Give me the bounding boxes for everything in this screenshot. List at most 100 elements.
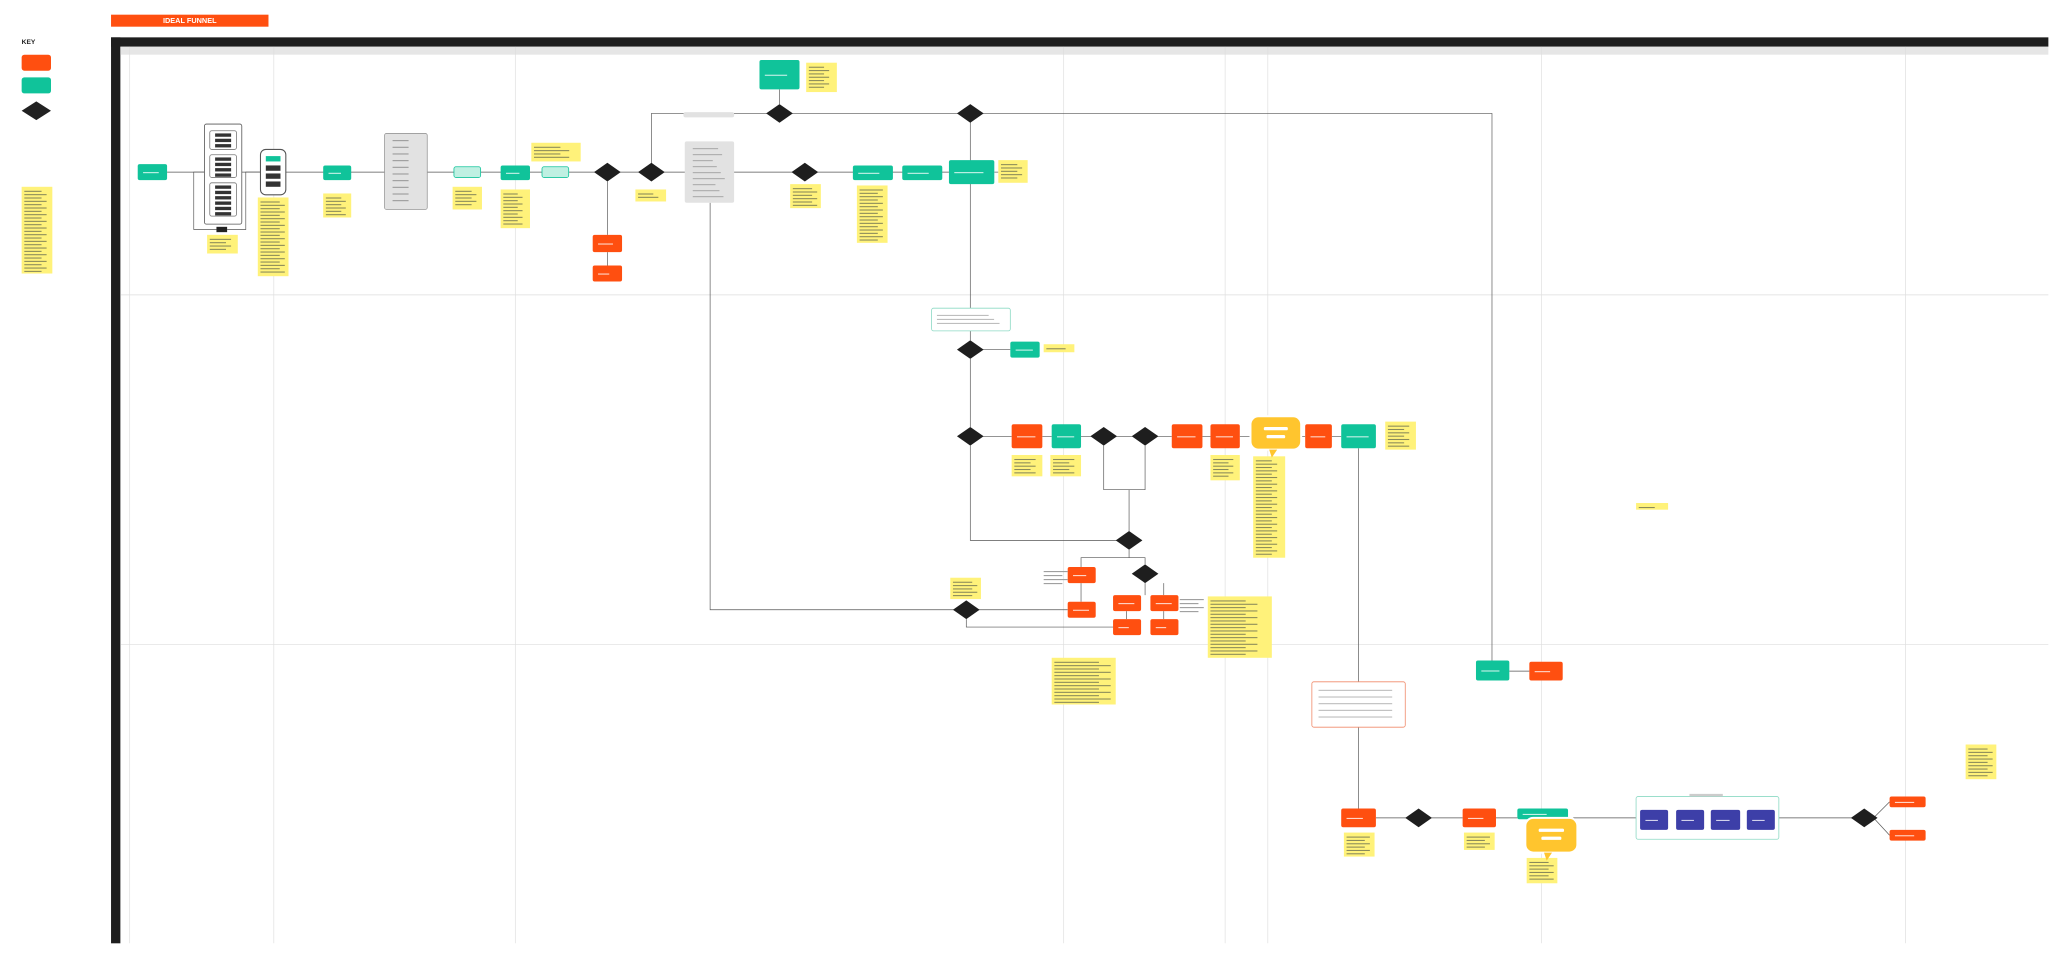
text-line <box>1000 167 1023 169</box>
chat-line <box>1538 828 1565 832</box>
text-line <box>859 216 883 218</box>
text-line <box>533 146 561 148</box>
text-line <box>1053 465 1075 467</box>
text-line <box>1054 698 1111 700</box>
text-line <box>260 208 280 210</box>
text-line <box>455 190 472 192</box>
text-line <box>936 318 995 320</box>
text-line <box>1053 462 1070 464</box>
text-line <box>143 172 159 174</box>
text-line <box>1210 623 1258 625</box>
card-row <box>215 133 232 137</box>
text-line <box>1645 819 1658 821</box>
text-line <box>24 240 47 242</box>
card-row <box>215 212 232 216</box>
text-line <box>1210 607 1246 609</box>
text-line <box>1255 537 1278 539</box>
text-line <box>1968 748 1988 750</box>
text-line <box>392 180 409 182</box>
sticky-note <box>1051 657 1116 705</box>
text-line <box>1255 507 1272 509</box>
text-line <box>859 206 878 208</box>
text-line <box>859 219 878 221</box>
text-line <box>24 200 47 202</box>
text-line <box>24 217 42 219</box>
text-line <box>859 222 883 224</box>
text-line <box>1310 436 1326 438</box>
document <box>684 141 735 203</box>
text-line <box>392 173 409 175</box>
text-line <box>392 153 409 155</box>
text-line <box>260 218 285 220</box>
text-line <box>1346 436 1369 438</box>
text-line <box>503 223 523 225</box>
text-line <box>1118 603 1135 605</box>
text-line <box>1255 487 1272 489</box>
chat-tail <box>1544 852 1553 861</box>
text-line <box>808 73 825 75</box>
text-line <box>1054 661 1099 663</box>
text-line <box>24 207 47 209</box>
text-line <box>24 260 47 262</box>
text-line <box>808 80 825 82</box>
text-line <box>1968 751 1993 753</box>
text-line <box>1213 458 1234 461</box>
card-row <box>215 173 232 177</box>
text-line <box>792 201 813 203</box>
sticky-note <box>257 197 289 277</box>
text-line <box>1968 775 1988 777</box>
sticky-note <box>1343 832 1375 857</box>
text-line <box>24 227 47 229</box>
text-line <box>598 273 610 275</box>
text-line <box>1046 348 1066 350</box>
text-line <box>952 591 978 593</box>
text-line <box>1387 438 1410 441</box>
text-line <box>792 198 818 200</box>
text-line <box>859 202 883 204</box>
text-line <box>503 193 518 195</box>
text-line <box>1255 553 1272 555</box>
text-line <box>260 228 280 230</box>
text-line <box>1014 472 1036 474</box>
task-box <box>1475 660 1510 681</box>
card-row <box>215 138 232 143</box>
text-line <box>1968 765 1993 767</box>
text-line <box>260 214 280 216</box>
text-line <box>1255 520 1272 522</box>
text-line <box>1000 164 1018 166</box>
text-line <box>24 264 42 266</box>
text-line <box>1346 853 1365 855</box>
text-line <box>1118 627 1129 629</box>
card-row <box>215 144 232 148</box>
text-line <box>1387 428 1405 431</box>
text-line <box>1054 681 1099 683</box>
text-line <box>503 213 518 215</box>
text-line <box>1043 575 1063 577</box>
text-line <box>24 267 47 269</box>
text-line <box>1210 600 1246 602</box>
text-line <box>1318 709 1393 711</box>
text-line <box>392 160 409 162</box>
text-line <box>1210 643 1258 645</box>
title-bar <box>111 14 269 27</box>
text-line <box>1255 503 1278 505</box>
text-line <box>328 172 342 174</box>
text-line <box>1346 839 1365 841</box>
text-line <box>808 70 830 72</box>
text-line <box>1053 458 1075 461</box>
text-line <box>1752 819 1765 821</box>
text-line <box>1529 868 1549 870</box>
decision <box>1405 808 1432 828</box>
text-line <box>503 203 523 205</box>
text-line <box>260 251 285 253</box>
card-row <box>215 162 232 167</box>
text-line <box>859 196 883 198</box>
text-line <box>1073 609 1089 611</box>
text-line <box>1213 465 1234 467</box>
text-line <box>24 210 42 212</box>
text-line <box>859 189 883 191</box>
decision <box>952 600 980 620</box>
text-line <box>1210 603 1258 605</box>
text-line <box>859 239 878 241</box>
text-line <box>505 172 520 174</box>
